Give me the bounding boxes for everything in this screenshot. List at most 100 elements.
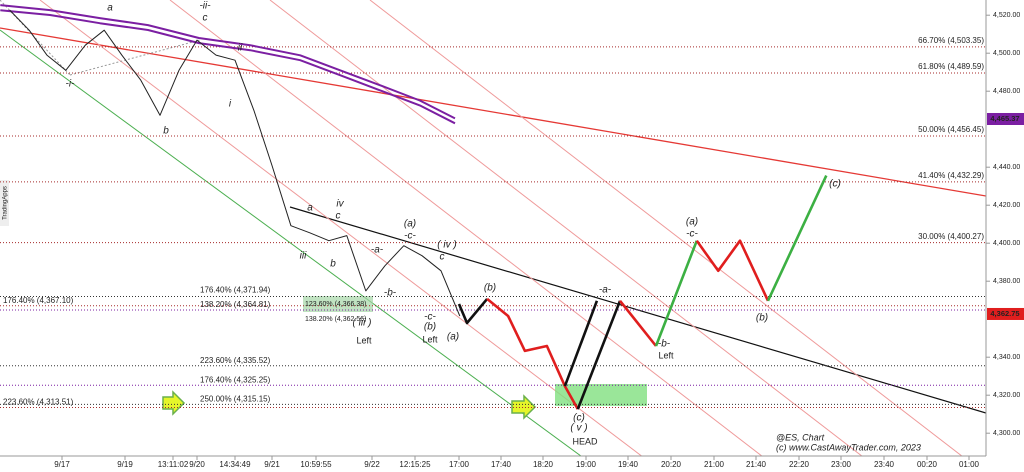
x-tick-label: 21:00 xyxy=(704,460,725,469)
series-line xyxy=(457,298,489,325)
channel-line xyxy=(0,29,582,456)
wave-label: a xyxy=(307,203,313,214)
wave-label: (b) xyxy=(756,313,768,324)
level-label: 176.40% (4,325.25) xyxy=(200,375,271,384)
x-tick-label: 9/19 xyxy=(117,460,133,469)
wave-label: c xyxy=(440,252,445,263)
x-tick-label: 13:11:02 xyxy=(158,460,189,469)
x-tick-label: 19:40 xyxy=(618,460,639,469)
channel-line xyxy=(369,0,963,456)
series-line xyxy=(654,240,699,347)
wave-label: -a- xyxy=(599,285,612,296)
pitchfork-line xyxy=(69,39,201,76)
wave-label: (b) xyxy=(424,322,436,333)
series-line xyxy=(618,299,658,347)
wave-label: Left xyxy=(658,350,674,360)
wave-label: ii xyxy=(238,43,243,54)
side-tab xyxy=(0,180,9,226)
x-tick-label: 21:40 xyxy=(746,460,767,469)
watermark: (c) www.CastAwayTrader.com, 2023 xyxy=(776,442,921,452)
x-tick-label: 19:00 xyxy=(576,460,597,469)
arrow-icon xyxy=(511,394,537,420)
x-tick-label: 14:34:49 xyxy=(219,460,251,469)
wave-label: Left xyxy=(356,335,372,345)
price-tag-label: 4,362.75 xyxy=(990,309,1019,318)
y-tick-label: 4,500.00 xyxy=(993,50,1020,57)
wave-label: -c- xyxy=(686,229,698,240)
target-zone xyxy=(555,384,647,406)
wave-label: (a) xyxy=(686,217,698,228)
wave-label: -b- xyxy=(658,339,671,350)
wave-label: (c) xyxy=(573,413,585,424)
wave-label: (a) xyxy=(447,332,459,343)
plot-area xyxy=(0,4,986,410)
level-label: 61.80% (4,489.59) xyxy=(918,62,984,71)
series-line xyxy=(0,4,456,120)
wave-label: c xyxy=(336,211,341,222)
series-line xyxy=(9,9,461,317)
y-tick-label: 4,420.00 xyxy=(993,202,1020,209)
wave-label: ( iii ) xyxy=(353,318,372,329)
level-label: 66.70% (4,503.35) xyxy=(918,36,984,45)
level-label: 138.20% (4,364.81) xyxy=(200,300,271,309)
level-label: 123.60% (4,366.38) xyxy=(305,301,367,308)
x-tick-label: 17:40 xyxy=(491,460,512,469)
wave-label: c xyxy=(203,13,208,24)
wave-label: (c) xyxy=(829,179,841,190)
x-tick-label: 20:20 xyxy=(661,460,682,469)
price-tag xyxy=(987,112,1024,125)
series-line xyxy=(486,297,579,410)
level-label: 50.00% (4,456.45) xyxy=(918,125,984,134)
wave-label: -a- xyxy=(371,245,384,256)
level-label: 223.60% (4,313.51) xyxy=(3,398,74,407)
level-label: 176.40% (4,371.94) xyxy=(200,286,271,295)
x-tick-label: 23:40 xyxy=(874,460,895,469)
series-line xyxy=(0,9,456,125)
side-label: TradingApps xyxy=(3,186,9,220)
level-label: 223.60% (4,335.52) xyxy=(200,356,271,365)
x-tick-label: 9/17 xyxy=(54,460,70,469)
wave-label: ( iv ) xyxy=(437,240,456,251)
series-line xyxy=(695,239,770,302)
trend-line xyxy=(289,206,986,414)
x-tick-label: 12:15:25 xyxy=(399,460,431,469)
wave-label: (b) xyxy=(484,283,496,294)
x-tick-label: 17:00 xyxy=(449,460,470,469)
wave-label: b xyxy=(330,259,336,270)
y-tick-label: 4,520.00 xyxy=(993,12,1020,19)
series-line xyxy=(563,300,599,387)
wave-label: -c- xyxy=(404,231,416,242)
wave-label: iii xyxy=(300,251,307,262)
x-tick-label: 23:00 xyxy=(831,460,852,469)
wave-label: (a) xyxy=(404,219,416,230)
y-tick-label: 4,320.00 xyxy=(993,392,1020,399)
wave-label: -b- xyxy=(384,288,397,299)
y-tick-label: 4,400.00 xyxy=(993,240,1020,247)
wave-label: Left xyxy=(422,334,438,344)
wave-label: -i- xyxy=(66,79,76,90)
wave-label: iv xyxy=(336,199,344,210)
x-tick-label: 00:20 xyxy=(917,460,938,469)
x-tick-label: 01:00 xyxy=(959,460,980,469)
wave-label: HEAD xyxy=(572,436,598,446)
level-label: 250.00% (4,315.15) xyxy=(200,395,271,404)
wave-label: b xyxy=(163,126,169,137)
wave-label: a xyxy=(107,3,113,14)
level-label: 41.40% (4,432.29) xyxy=(918,171,984,180)
wave-label: ( v ) xyxy=(570,423,587,434)
series-line xyxy=(576,300,622,410)
y-tick-label: 4,380.00 xyxy=(993,278,1020,285)
trend-line xyxy=(0,27,986,197)
x-tick-label: 9/20 xyxy=(189,460,205,469)
level-label: 176.40% (4,367.10) xyxy=(3,296,74,305)
wave-label: i xyxy=(229,99,232,110)
x-tick-label: 10:59:55 xyxy=(300,460,332,469)
wave-label: -c- xyxy=(424,312,436,323)
arrow-icon xyxy=(162,390,186,416)
x-tick-label: 22:20 xyxy=(789,460,810,469)
y-tick-label: 4,340.00 xyxy=(993,354,1020,361)
target-zone xyxy=(303,296,373,312)
